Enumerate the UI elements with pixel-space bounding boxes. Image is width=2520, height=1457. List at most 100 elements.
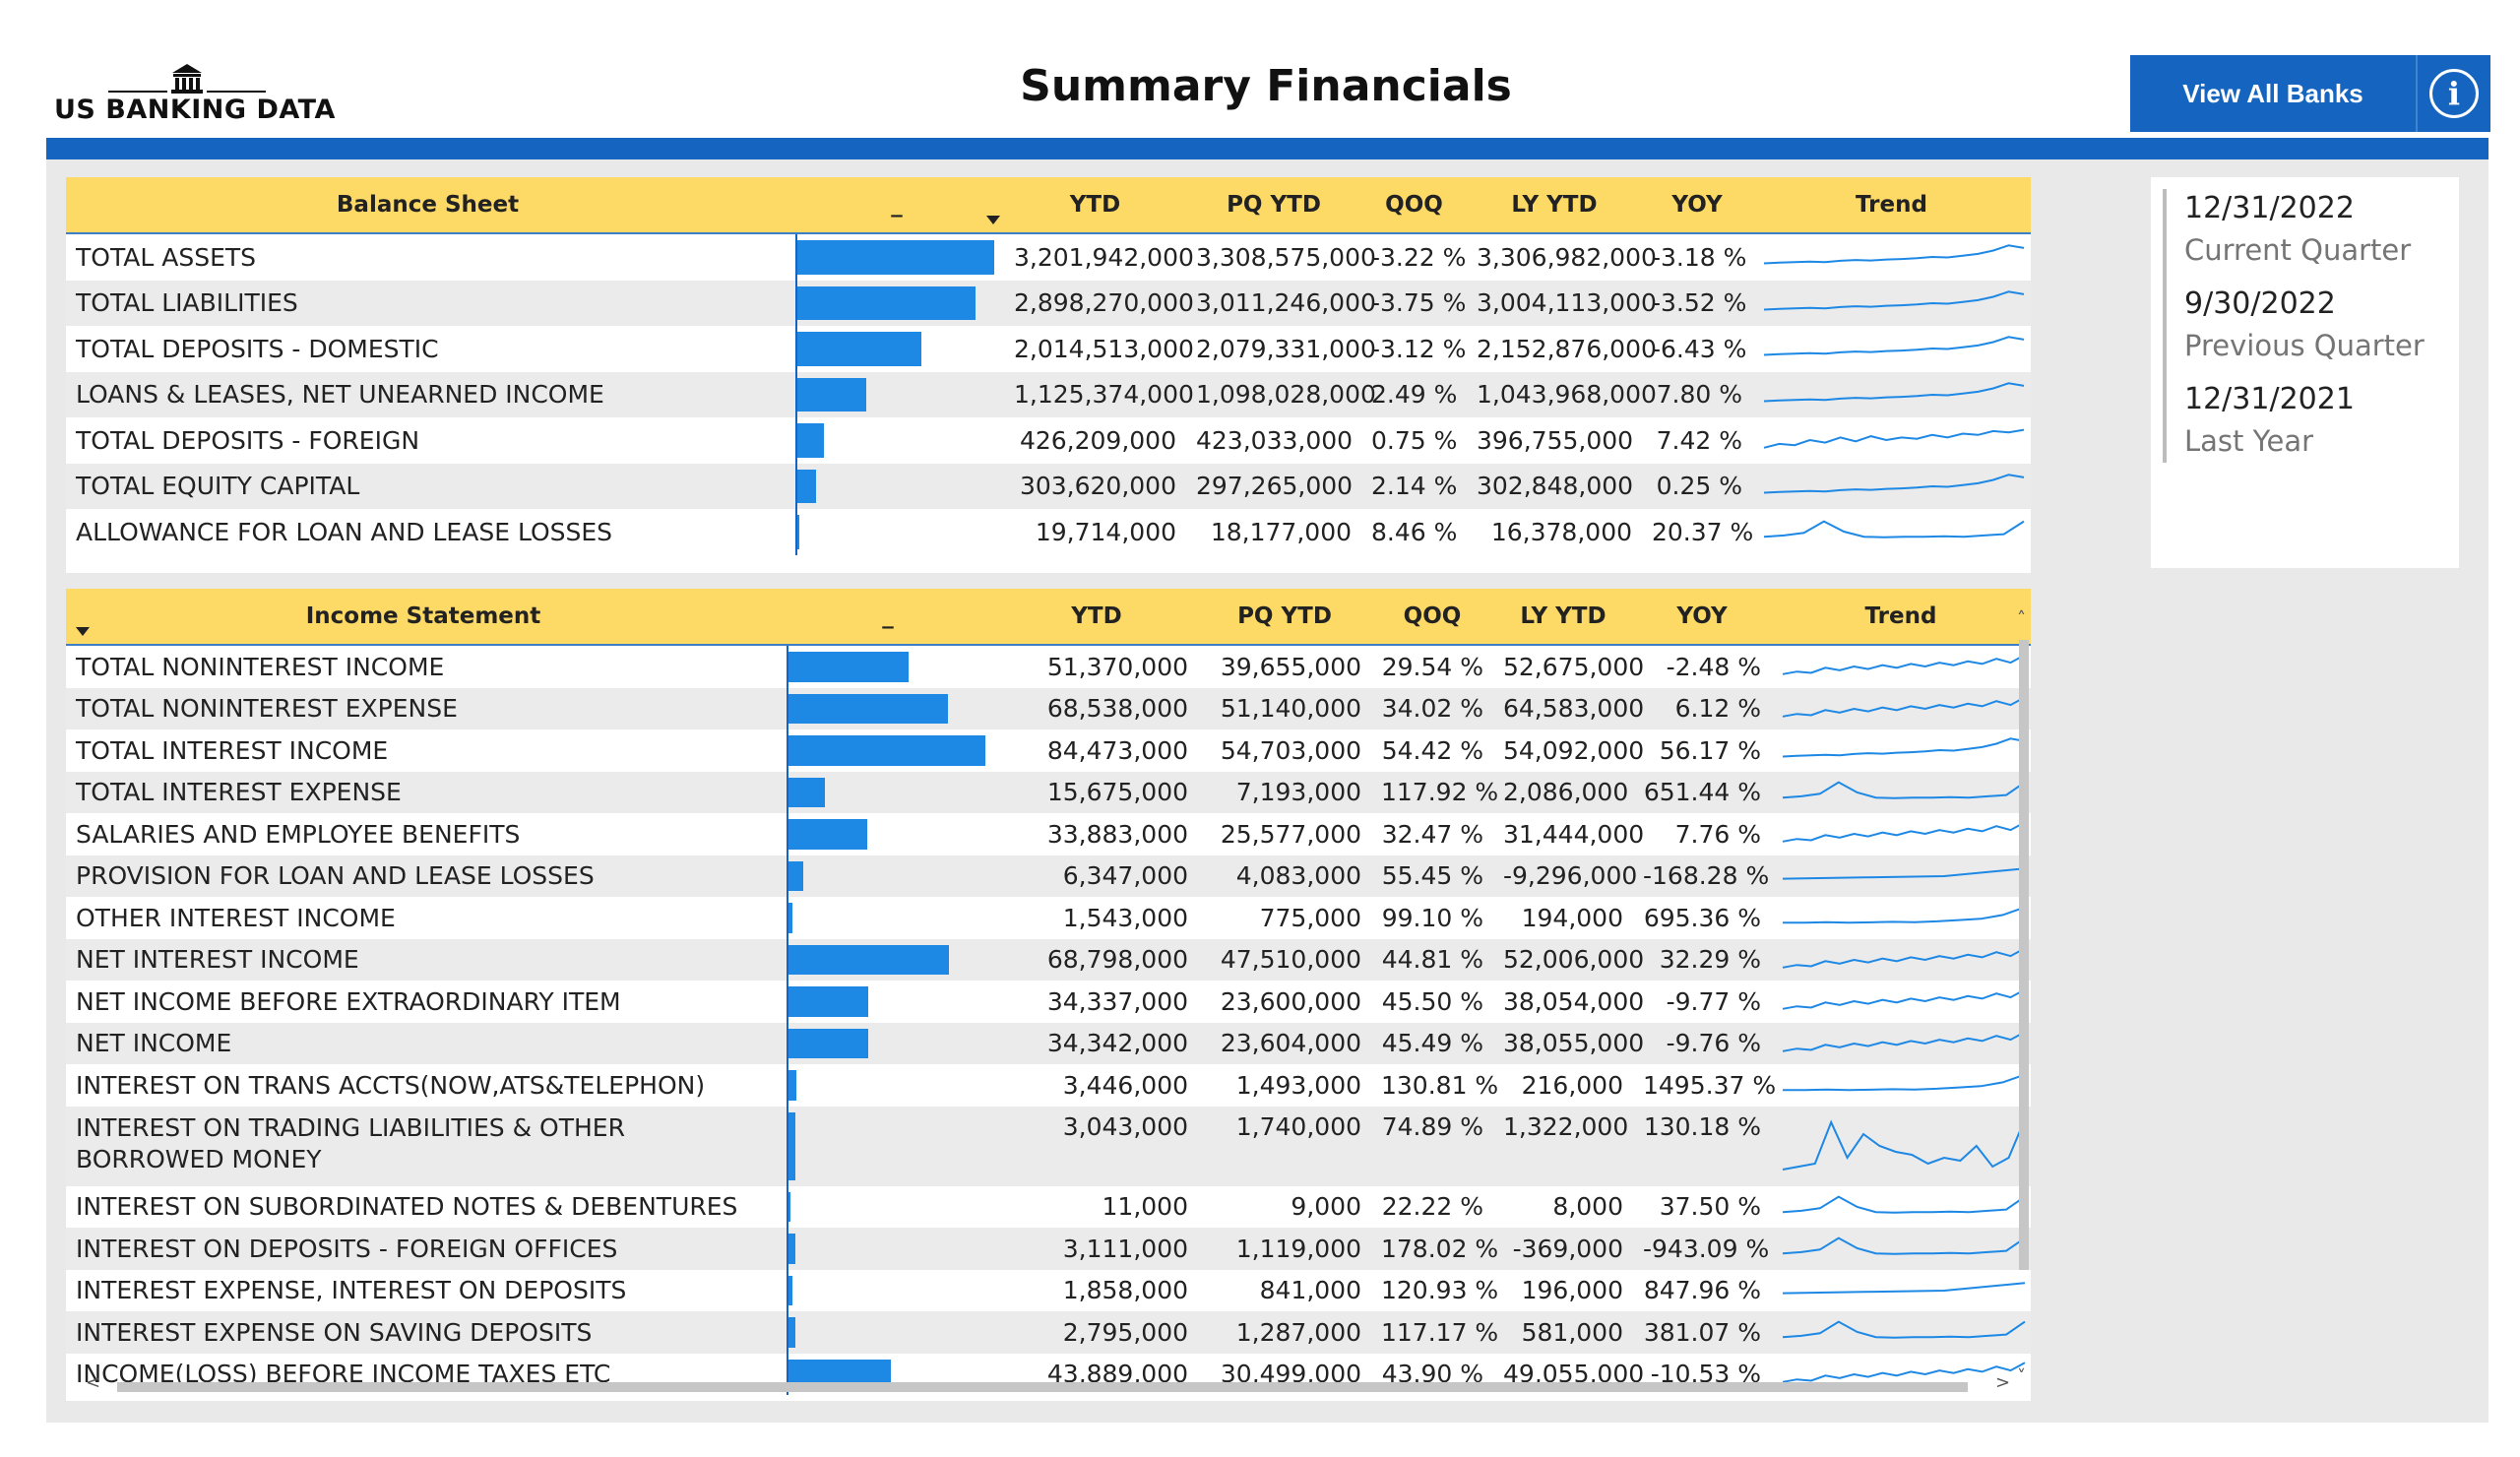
bar-cell [789,371,1004,417]
table-row[interactable]: TOTAL INTEREST INCOME 84,473,000 54,703,00… [66,729,2031,772]
col-header-income-statement[interactable]: Income Statement [66,589,781,646]
trend-line [1763,336,2025,356]
ytd-value: 3,111,000 [995,1228,1198,1270]
col-header-trend[interactable]: Trend [1771,589,2031,646]
info-button[interactable]: i [2416,55,2490,132]
scroll-up-icon[interactable]: ˄ [2017,608,2026,629]
header-divider [46,138,2488,159]
col-header-qoq[interactable]: QOQ [1371,589,1493,646]
scroll-left-icon[interactable]: < [86,1372,101,1393]
table-row[interactable]: INTEREST EXPENSE ON SAVING DEPOSITS 2,795… [66,1311,2031,1354]
col-header-bar[interactable]: _ [781,589,995,646]
trend-line [1783,906,2026,924]
col-header-pq-ytd[interactable]: PQ YTD [1198,589,1371,646]
pq-ytd-value: 9,000 [1291,1192,1361,1222]
bar-axis [787,938,788,981]
data-bar [788,693,949,724]
table-row[interactable]: ALLOWANCE FOR LOAN AND LEASE LOSSES 19,71… [66,509,2031,555]
table-row[interactable]: TOTAL INTEREST EXPENSE 15,675,000 7,193,00… [66,771,2031,813]
data-bar [788,1028,869,1058]
table-row[interactable]: NET INCOME BEFORE EXTRAORDINARY ITEM 34,3… [66,981,2031,1023]
col-header-qoq[interactable]: QOQ [1361,177,1467,234]
table-row[interactable]: OTHER INTEREST INCOME 1,543,000 775,000 99.… [66,897,2031,939]
col-header-ly-ytd[interactable]: LY YTD [1493,589,1633,646]
table-row[interactable]: INTEREST ON DEPOSITS - FOREIGN OFFICES 3,… [66,1228,2031,1270]
col-header-ly-ytd[interactable]: LY YTD [1467,177,1642,234]
bar-axis [787,771,788,813]
col-header-yoy[interactable]: YOY [1642,177,1752,234]
trend-cell [1771,1064,2031,1107]
table-row[interactable]: LOANS & LEASES, NET UNEARNED INCOME 1,125… [66,371,2031,417]
yoy-value: 20.37 % [1652,517,1754,546]
table-row[interactable]: TOTAL LIABILITIES 2,898,270,000 3,011,246,… [66,280,2031,326]
income-statement-table[interactable]: Income Statement _ YTD PQ YTD QOQ LY YTD… [66,589,2031,1401]
col-header-balance-sheet[interactable]: Balance Sheet [66,177,789,234]
bar-axis [787,1106,788,1186]
table-row[interactable]: TOTAL DEPOSITS - FOREIGN 426,209,000 423,0… [66,417,2031,464]
balance-sheet-table[interactable]: Balance Sheet _ YTD PQ YTD QOQ LY YTD YO… [66,177,2031,573]
pq-ytd-value: 39,655,000 [1220,652,1361,681]
data-bar [788,1070,797,1101]
yoy-value: 1495.37 % [1643,1070,1777,1100]
pq-ytd-value: 3,011,246,000 [1186,280,1376,326]
table-row[interactable]: TOTAL ASSETS 3,201,942,000 3,308,575,000 -3… [66,233,2031,281]
table-row[interactable]: PROVISION FOR LOAN AND LEASE LOSSES 6,347… [66,855,2031,897]
col-header-ytd[interactable]: YTD [1004,177,1186,234]
ytd-value: 33,883,000 [1046,819,1188,849]
vertical-scroll-thumb[interactable] [2019,640,2029,1270]
table-row[interactable]: INTEREST ON TRANS ACCTS(NOW,ATS&TELEPHON… [66,1064,2031,1107]
table-row[interactable]: TOTAL DEPOSITS - DOMESTIC 2,014,513,000 2,… [66,326,2031,372]
trend-cell [1752,233,2031,281]
trend-cell [1771,729,2031,772]
vertical-scrollbar[interactable]: ˄ ˅ [2016,608,2031,1387]
table-row[interactable]: INTEREST ON SUBORDINATED NOTES & DEBENTU… [66,1185,2031,1228]
income-statement-label: Income Statement [305,603,541,629]
pq-ytd-value: 7,193,000 [1198,771,1371,813]
table-row[interactable]: NET INTEREST INCOME 68,798,000 47,510,000 4… [66,938,2031,981]
bar-axis [795,280,797,326]
table-row[interactable]: INTEREST ON TRADING LIABILITIES & OTHER … [66,1106,2031,1186]
trend-line [1782,654,2026,676]
col-header-pq-ytd[interactable]: PQ YTD [1186,177,1361,234]
pq-ytd-value: 1,119,000 [1198,1228,1371,1270]
scroll-right-icon[interactable]: > [1995,1372,2011,1393]
sort-desc-icon[interactable] [986,216,1000,224]
bar-axis [787,1311,788,1354]
col-header-yoy[interactable]: YOY [1633,589,1771,646]
bar-cell [781,855,995,897]
bar-axis [787,1228,788,1270]
yoy-value: 7.80 % [1642,371,1752,417]
pq-ytd-value: 3,308,575,000 [1196,242,1376,272]
pq-ytd-value: 1,740,000 [1198,1106,1371,1186]
bar-axis [795,509,797,555]
table-row[interactable]: SALARIES AND EMPLOYEE BENEFITS 33,883,000… [66,813,2031,855]
data-bar [788,1191,790,1222]
table-row[interactable]: TOTAL NONINTEREST INCOME 51,370,000 39,655… [66,645,2031,688]
bar-cell [781,645,995,688]
qoq-value: 178.02 % [1371,1228,1498,1270]
view-all-banks-button[interactable]: View All Banks [2130,55,2416,132]
ytd-value: 15,675,000 [995,771,1198,813]
sort-desc-icon[interactable] [76,627,90,636]
ly-ytd-value: 2,086,000 [1493,771,1633,813]
table-row[interactable]: TOTAL NONINTEREST EXPENSE 68,538,000 51,14… [66,687,2031,729]
data-bar [797,285,976,320]
bar-cell [781,1228,995,1270]
horizontal-scrollbar[interactable]: < > [66,1372,2031,1398]
yoy-value: -6.43 % [1652,334,1747,363]
table-row[interactable]: INTEREST EXPENSE, INTEREST ON DEPOSITS 1,… [66,1269,2031,1311]
ytd-value: 426,209,000 [1019,425,1176,455]
table-row[interactable]: TOTAL EQUITY CAPITAL 303,620,000 297,265,0… [66,463,2031,509]
trend-line [1782,1281,2026,1295]
col-header-bar[interactable]: _ [789,177,1004,234]
trend-cell [1771,855,2031,897]
scroll-down-icon[interactable]: ˅ [2017,1366,2026,1387]
row-label: TOTAL LIABILITIES [66,280,789,326]
trend-sparkline [1782,1195,2026,1214]
table-row[interactable]: NET INCOME 34,342,000 23,604,000 45.49 % 38,… [66,1022,2031,1064]
ytd-value: 2,014,513,000 [1014,334,1194,363]
col-header-ytd[interactable]: YTD [995,589,1198,646]
trend-sparkline [1782,866,2026,880]
col-header-trend[interactable]: Trend [1752,177,2031,234]
horizontal-scroll-thumb[interactable] [117,1382,1968,1392]
